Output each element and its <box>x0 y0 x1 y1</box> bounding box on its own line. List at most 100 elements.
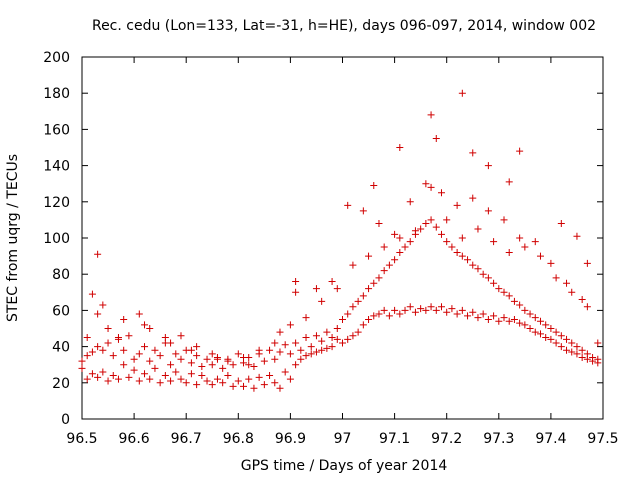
data-point <box>396 248 404 256</box>
data-point <box>104 325 112 332</box>
chart-title: Rec. cedu (Lon=133, Lat=-31, h=HE), days… <box>92 18 596 34</box>
data-point <box>193 352 201 360</box>
data-point <box>94 310 102 318</box>
data-point <box>411 308 419 316</box>
data-point <box>234 350 242 358</box>
data-point <box>385 261 393 269</box>
data-point <box>302 334 310 342</box>
data-point <box>167 377 175 385</box>
x-tick-label: 96.7 <box>171 431 202 447</box>
data-point <box>88 370 96 378</box>
data-point <box>448 243 456 251</box>
data-point <box>286 350 294 358</box>
data-point <box>146 357 154 365</box>
data-point <box>536 317 544 325</box>
data-point <box>458 234 466 242</box>
data-point <box>437 189 445 197</box>
data-point <box>464 312 472 320</box>
y-axis-ticks: 0 20 40 60 80 100 120 140 160 180 200 <box>43 50 603 428</box>
data-point <box>255 373 263 381</box>
data-point <box>380 306 388 314</box>
data-point <box>125 373 133 381</box>
data-point <box>573 350 581 358</box>
data-point <box>495 317 503 325</box>
data-point <box>484 315 492 323</box>
data-point <box>83 352 91 360</box>
data-point <box>391 256 399 264</box>
data-point <box>130 355 138 363</box>
data-point <box>323 328 331 336</box>
data-point <box>307 343 315 351</box>
data-point <box>333 285 341 293</box>
data-point <box>193 381 201 389</box>
data-point <box>573 343 581 351</box>
data-point <box>406 303 414 311</box>
data-point <box>542 321 550 329</box>
data-point <box>536 330 544 338</box>
data-point <box>146 375 154 383</box>
data-point <box>266 346 274 354</box>
data-point <box>229 361 237 369</box>
data-point <box>479 310 487 318</box>
data-point <box>151 346 159 354</box>
data-point <box>276 348 284 356</box>
data-point <box>286 375 294 383</box>
data-point <box>198 363 206 371</box>
data-point <box>260 381 268 389</box>
data-point <box>292 361 300 369</box>
data-point <box>547 335 555 343</box>
data-point <box>443 308 451 316</box>
data-point <box>187 359 195 367</box>
data-point <box>83 334 91 342</box>
data-point <box>333 335 341 343</box>
data-point <box>234 377 242 385</box>
data-point <box>380 267 388 275</box>
data-point <box>328 334 336 342</box>
data-point <box>422 180 430 188</box>
data-point <box>213 355 221 363</box>
data-point <box>318 297 326 305</box>
data-point <box>464 256 472 264</box>
data-point <box>213 375 221 383</box>
data-point <box>437 303 445 311</box>
data-point <box>302 314 310 322</box>
data-point <box>552 328 560 336</box>
data-point <box>250 384 258 392</box>
data-point <box>281 341 289 349</box>
data-point <box>292 339 300 347</box>
data-point <box>417 225 425 233</box>
data-point <box>245 375 253 383</box>
data-point <box>99 301 107 309</box>
data-point <box>286 321 294 329</box>
data-point <box>542 334 550 342</box>
data-point <box>474 265 482 273</box>
data-point <box>156 379 164 387</box>
data-point <box>391 306 399 314</box>
data-point <box>484 207 492 215</box>
data-point <box>276 384 284 392</box>
data-point <box>94 373 102 381</box>
data-point <box>177 355 185 363</box>
data-point <box>594 339 602 347</box>
data-point <box>547 325 555 332</box>
y-tick-label: 140 <box>43 159 70 175</box>
data-point <box>318 337 326 345</box>
data-point <box>88 348 96 356</box>
data-point <box>271 339 279 347</box>
data-point <box>391 230 399 238</box>
data-point <box>396 144 404 151</box>
data-point <box>182 379 190 387</box>
data-point <box>177 375 185 383</box>
data-point <box>531 238 539 246</box>
data-point <box>568 348 576 356</box>
data-point <box>339 339 346 347</box>
data-point <box>328 343 336 351</box>
data-point <box>578 353 586 361</box>
data-point <box>401 306 409 314</box>
data-point <box>505 292 513 300</box>
data-point <box>219 379 227 387</box>
y-tick-label: 160 <box>43 122 70 138</box>
data-point <box>281 368 289 376</box>
data-point <box>109 352 117 360</box>
data-point <box>443 216 451 224</box>
